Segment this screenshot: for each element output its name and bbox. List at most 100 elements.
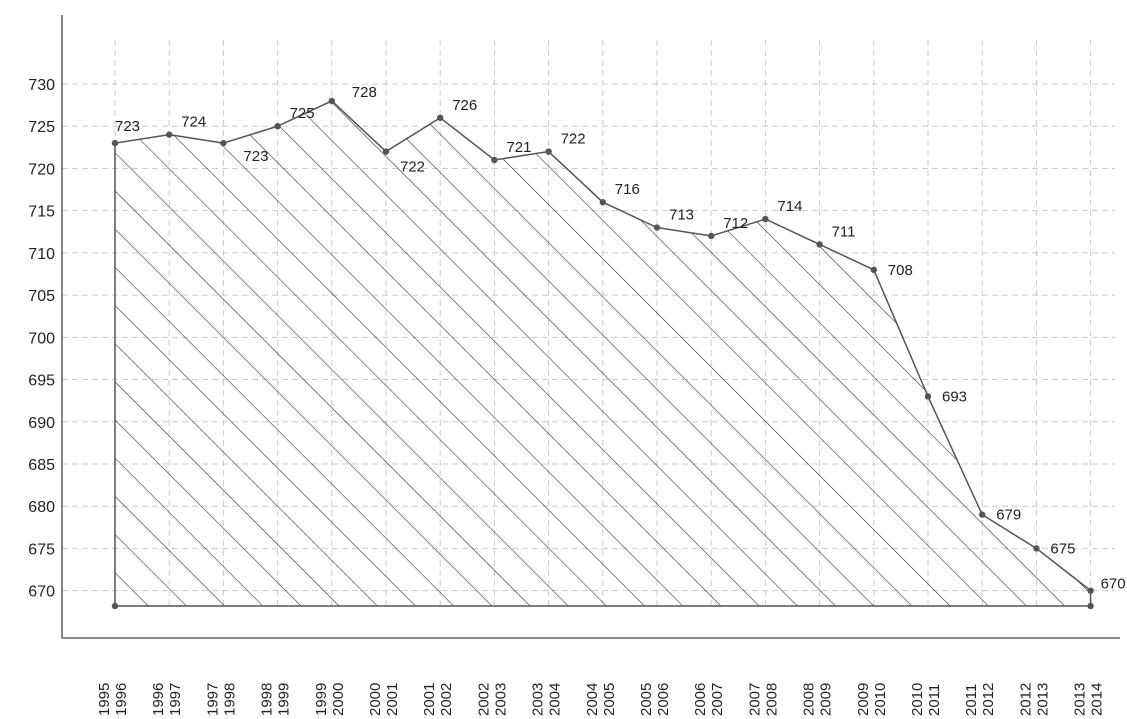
x-tick-label: 1995 1996 <box>96 683 130 716</box>
data-label: 711 <box>832 223 856 240</box>
data-point <box>762 215 769 223</box>
x-tick-label-start: 2008 <box>801 683 818 716</box>
y-tick-labels: 670 675 680 685 690 695 700 705 710 715 720 725 730 <box>28 77 55 601</box>
x-tick-label: 2005 2006 <box>638 683 672 716</box>
x-tick-label-end: 2008 <box>763 683 780 716</box>
data-label: 723 <box>243 148 268 165</box>
x-tick-label-end: 2011 <box>926 684 943 716</box>
y-tick-label: 675 <box>28 541 55 558</box>
data-point <box>166 131 173 138</box>
x-tick-label: 2010 2011 <box>909 683 943 716</box>
y-tick-label: 715 <box>28 204 55 221</box>
data-points <box>111 97 1094 610</box>
data-label: 722 <box>400 159 425 176</box>
x-tick-label-end: 1998 <box>221 683 238 716</box>
data-point <box>979 511 986 518</box>
data-point <box>653 224 661 231</box>
y-tick-label: 695 <box>28 373 55 390</box>
data-label: 716 <box>615 181 640 198</box>
data-label: 724 <box>181 114 206 131</box>
x-tick-label-start: 2000 <box>367 683 384 716</box>
data-label: 713 <box>669 207 694 224</box>
data-label: 725 <box>290 105 315 122</box>
data-labels: 723 724 723 725 728 722 726 721 722 716 713 712 714 7… <box>115 84 1126 593</box>
x-tick-label: 1998 1999 <box>259 683 293 716</box>
data-point <box>328 97 335 105</box>
x-tick-label-end: 2014 <box>1089 683 1106 716</box>
x-tick-label-start: 1996 <box>150 683 167 716</box>
x-tick-label-end: 2010 <box>872 683 889 716</box>
data-point <box>382 148 390 155</box>
data-label: 712 <box>723 215 748 232</box>
x-tick-label-start: 2012 <box>1017 683 1034 716</box>
x-tick-label: 2008 2009 <box>801 683 835 716</box>
y-tick-label: 705 <box>28 288 55 305</box>
data-point <box>816 241 823 248</box>
data-label: 670 <box>1101 576 1126 593</box>
area-fill <box>115 100 1091 606</box>
x-tick-label-start: 2004 <box>584 683 601 716</box>
x-tick-label-start: 2003 <box>530 683 547 716</box>
x-tick-label-start: 1998 <box>259 683 276 716</box>
data-point <box>220 139 227 147</box>
x-tick-label: 1997 1998 <box>204 683 238 716</box>
x-tick-label-end: 2006 <box>655 683 672 716</box>
x-tick-label: 2001 2002 <box>421 683 455 716</box>
x-tick-label-start: 2001 <box>421 683 438 716</box>
x-tick-label: 2004 2005 <box>584 683 618 716</box>
data-label: 726 <box>452 97 477 114</box>
x-tick-label-start: 2013 <box>1072 683 1089 716</box>
data-label: 723 <box>115 118 140 135</box>
y-tick-label: 710 <box>28 246 55 263</box>
x-tick-label-end: 1997 <box>167 683 184 716</box>
x-tick-label-start: 2007 <box>746 683 763 716</box>
data-point <box>111 139 119 147</box>
x-tick-label-end: 2013 <box>1034 683 1051 716</box>
data-label: 722 <box>561 131 586 148</box>
x-tick-label: 2012 2013 <box>1017 683 1051 716</box>
data-label: 714 <box>777 198 802 215</box>
data-point <box>1087 587 1094 594</box>
y-tick-label: 680 <box>28 499 55 516</box>
area-outline <box>114 99 1092 607</box>
x-tick-label: 2009 2010 <box>855 683 889 716</box>
x-tick-label-start: 1999 <box>313 683 330 716</box>
data-label: 708 <box>888 262 913 279</box>
x-tick-label-end: 2005 <box>601 683 618 716</box>
x-tick-label-end: 2003 <box>492 683 509 716</box>
x-tick-label-start: 2009 <box>855 683 872 716</box>
x-tick-label-end: 2009 <box>818 683 835 716</box>
y-tick-label: 725 <box>28 119 55 136</box>
x-tick-label-end: 1996 <box>113 683 130 716</box>
x-tick-label: 1999 2000 <box>313 683 347 716</box>
data-label: 675 <box>1050 540 1075 557</box>
data-point <box>274 123 281 130</box>
x-tick-label-end: 2007 <box>709 683 726 716</box>
baseline-point-end <box>1087 602 1094 610</box>
y-tick-label: 730 <box>28 77 55 94</box>
x-tick-label: 1996 1997 <box>150 683 184 716</box>
x-tick-label-start: 2005 <box>638 683 655 716</box>
x-tick-label: 2007 2008 <box>746 683 780 716</box>
data-point <box>491 156 498 164</box>
x-tick-label-start: 1997 <box>204 683 221 716</box>
x-tick-label-end: 2002 <box>438 683 455 716</box>
x-tick-label-start: 2006 <box>692 683 709 716</box>
x-tick-label: 2006 2007 <box>692 683 726 716</box>
x-tick-labels: 1995 1996 1996 1997 1997 1998 1998 1999 1999 2000… <box>96 683 1106 716</box>
data-label: 721 <box>506 139 531 156</box>
data-label: 693 <box>942 388 967 405</box>
y-tick-label: 720 <box>28 161 55 178</box>
baseline-point-start <box>111 602 119 610</box>
data-point <box>599 199 606 206</box>
data-point <box>708 232 715 240</box>
x-tick-label: 2000 2001 <box>367 683 401 716</box>
x-tick-label-end: 2012 <box>980 683 997 716</box>
x-tick-label: 2003 2004 <box>530 683 564 716</box>
y-tick-label: 700 <box>28 330 55 347</box>
x-tick-label-end: 2000 <box>330 683 347 716</box>
y-tick-label: 685 <box>28 457 55 474</box>
data-point <box>870 266 877 273</box>
x-tick-label: 2002 2003 <box>475 683 509 716</box>
